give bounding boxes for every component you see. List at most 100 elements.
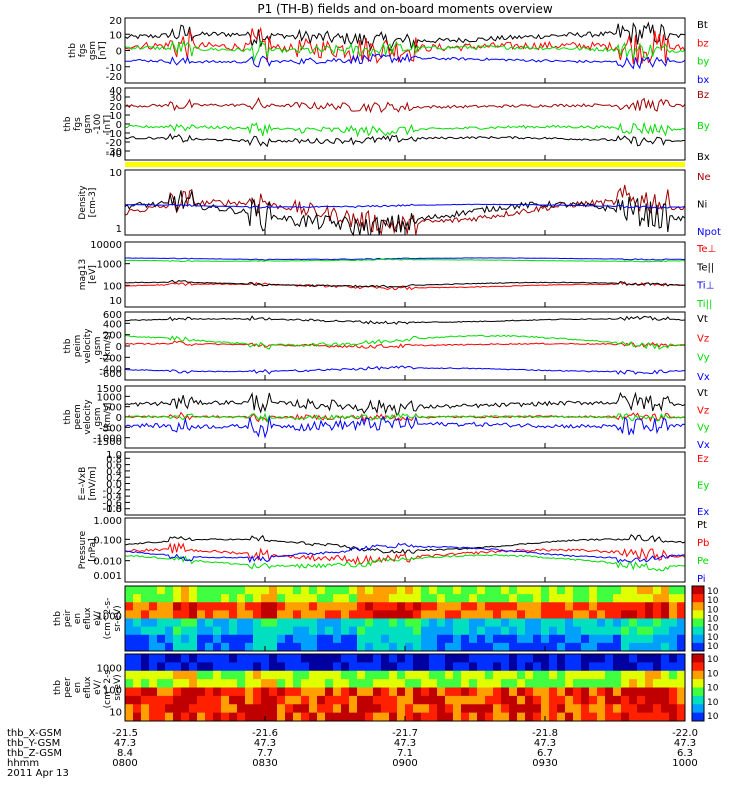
panel-9-colorbar-segment: [692, 602, 704, 611]
panel-9-cell: [565, 610, 574, 619]
panel-9-cell: [317, 626, 326, 636]
panel-10-cell: [149, 679, 158, 688]
panel-9-cell: [557, 602, 566, 611]
panel-9-cell: [613, 642, 622, 652]
panel-10-cell: [477, 704, 486, 714]
panel-10-cell: [485, 654, 494, 663]
panel-9-colorbar-label-4: 10: [707, 615, 719, 625]
panel-10-cell: [245, 712, 254, 722]
panel-9-cell: [421, 634, 430, 644]
panel-9-cell: [597, 610, 606, 619]
panel-9-cell: [509, 594, 518, 603]
panel-9: thb peir en eflux eV/(cm^2-s-sr-eV)100010101…: [53, 585, 719, 652]
panel-10-colorbar-segment: [692, 679, 704, 688]
panel-10-cell: [133, 695, 142, 705]
panel-10-cell: [597, 670, 606, 680]
panel-8-series-Pe-line: [124, 553, 686, 572]
panel-10-cell: [341, 670, 350, 680]
panel-9-cell: [189, 642, 198, 652]
panel-9-cell: [469, 610, 478, 619]
panel-9-cell: [461, 618, 470, 628]
panel-10-cell: [669, 687, 678, 697]
panel-10-cell: [317, 712, 326, 722]
panel-9-cell: [413, 642, 422, 652]
panel-10-cell: [349, 687, 358, 697]
panel-10-cell: [613, 712, 622, 722]
panel-9-cell: [493, 626, 502, 636]
panel-4-ylabel-1: mag13: [78, 259, 88, 290]
panel-6-tick-1: 1500: [97, 384, 122, 395]
panel-5-tick-2: 400: [103, 319, 122, 330]
panel-9-cell: [245, 634, 254, 644]
panel-9-cell: [605, 626, 614, 636]
panel-9-cell: [333, 602, 342, 611]
panel-10-cell: [397, 704, 406, 714]
panel-9-cell: [205, 594, 214, 603]
panel-10-cell: [269, 695, 278, 705]
panel-10-cell: [237, 695, 246, 705]
panel-10-cell: [309, 687, 318, 697]
panel-10-cell: [509, 654, 518, 663]
panel-10-cell: [165, 679, 174, 688]
panel-10-cell: [357, 687, 366, 697]
panel-9-cell: [397, 642, 406, 652]
panel-9-cell: [221, 602, 230, 611]
panel-9-cell: [253, 602, 262, 611]
panel-10-cell: [437, 704, 446, 714]
xaxis-col-2-row-1: -21.6: [252, 728, 278, 739]
panel-9-cell: [525, 594, 534, 603]
panel-9-cell: [253, 610, 262, 619]
panel-9-cell: [309, 602, 318, 611]
panel-9-cell: [605, 602, 614, 611]
panel-10-cell: [181, 704, 190, 714]
panel-10-cell: [621, 712, 630, 722]
panel-10-cell: [677, 679, 686, 688]
panel-10-cell: [333, 695, 342, 705]
panel-10-cell: [413, 670, 422, 680]
panel-10-cell: [213, 670, 222, 680]
panel-9-cell: [381, 586, 390, 595]
panel-9-cell: [509, 642, 518, 652]
panel-9-cell: [213, 586, 222, 595]
panel-1-ylabel-3: gsm: [88, 41, 98, 60]
panel-9-cell: [445, 642, 454, 652]
panel-10-cell: [661, 687, 670, 697]
panel-10-cell: [213, 654, 222, 663]
panel-10-cell: [437, 654, 446, 663]
panel-9-cell: [125, 642, 134, 652]
panel-10-cell: [429, 712, 438, 722]
panel-9-cell: [197, 626, 206, 636]
xaxis-row-label-4: hhmm: [7, 758, 39, 769]
panel-10-cell: [189, 654, 198, 663]
panel-9-cell: [277, 626, 286, 636]
panel-9-cell: [429, 586, 438, 595]
panel-10-cell: [653, 670, 662, 680]
panel-9-cell: [213, 626, 222, 636]
panel-10-cell: [581, 670, 590, 680]
panel-9-cell: [533, 594, 542, 603]
panel-10-cell: [581, 695, 590, 705]
panel-10-cell: [573, 695, 582, 705]
panel-10-cell: [365, 704, 374, 714]
panel-9-cell: [389, 642, 398, 652]
panel-9-cell: [365, 634, 374, 644]
panel-9-cell: [589, 626, 598, 636]
panel-8-legend-2: Pb: [697, 538, 709, 549]
panel-10-cell: [373, 679, 382, 688]
panel-9-cell: [197, 642, 206, 652]
xaxis-col-4-row-1: -21.8: [532, 728, 558, 739]
panel-10-cell: [213, 679, 222, 688]
panel-9-cell: [125, 618, 134, 628]
panel-9-cell: [669, 610, 678, 619]
panel-10-cell: [197, 704, 206, 714]
panel-9-cell: [157, 634, 166, 644]
panel-10-cell: [525, 670, 534, 680]
panel-9-cell: [445, 586, 454, 595]
panel-10-cell: [669, 704, 678, 714]
panel-10-cell: [469, 679, 478, 688]
panel-10-cell: [637, 704, 646, 714]
panel-10-cell: [477, 695, 486, 705]
panel-10-cell: [573, 654, 582, 663]
panel-10-cell: [325, 687, 334, 697]
panel-10-cell: [197, 654, 206, 663]
